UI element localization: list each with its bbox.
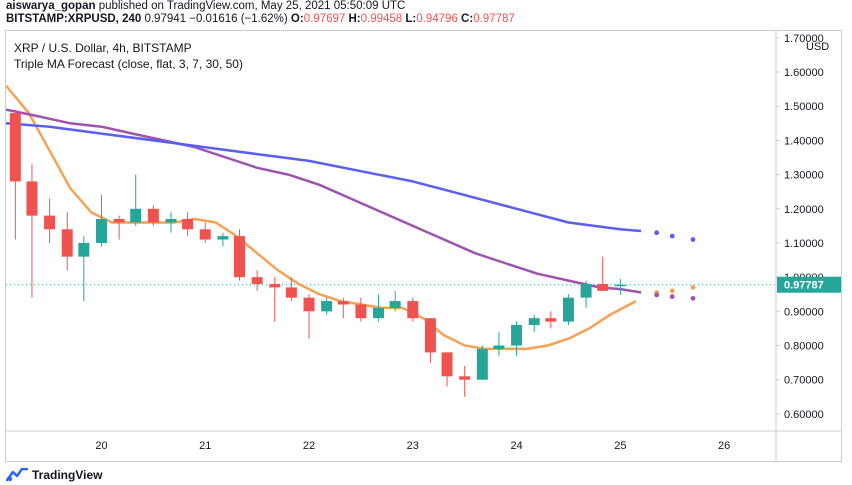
open-label: O: bbox=[290, 13, 304, 25]
candle-body bbox=[337, 301, 349, 305]
candle-body bbox=[424, 318, 436, 353]
candle-body bbox=[511, 325, 523, 346]
publish-line: aiswarya_gopan published on TradingView.… bbox=[6, 0, 405, 12]
x-tick-label: 24 bbox=[510, 440, 522, 452]
low-value: 0.94796 bbox=[416, 13, 458, 25]
candle-body bbox=[113, 219, 125, 223]
candle-body bbox=[476, 348, 488, 380]
candle-body bbox=[441, 352, 453, 377]
footer-brand[interactable]: TradingView bbox=[6, 466, 102, 484]
candle-body bbox=[217, 236, 229, 240]
x-tick-label: 23 bbox=[407, 440, 419, 452]
candle-body bbox=[233, 236, 245, 278]
candle-body bbox=[355, 304, 367, 319]
ma-forecast-point-2 bbox=[690, 295, 696, 301]
high-value: 0.99458 bbox=[360, 13, 403, 25]
y-tick-label: 1.30000 bbox=[784, 170, 824, 182]
y-tick-label: 0.90000 bbox=[784, 306, 824, 318]
candle-body bbox=[373, 307, 385, 319]
low-label: L: bbox=[405, 13, 417, 25]
footer-brand-text: TradingView bbox=[32, 468, 103, 482]
candle-body bbox=[562, 297, 574, 322]
candle-body bbox=[528, 318, 540, 326]
candle-body bbox=[61, 229, 73, 257]
ma-line-1 bbox=[6, 84, 637, 351]
x-tick-label: 26 bbox=[718, 440, 730, 452]
candle-body bbox=[459, 376, 471, 380]
x-tick-label: 21 bbox=[199, 440, 211, 452]
candle-body bbox=[321, 301, 333, 312]
ma-forecast-point-3 bbox=[654, 230, 660, 236]
price-change: −0.01616 (−1.62%) bbox=[189, 13, 288, 25]
current-price-label: 0.97787 bbox=[784, 280, 824, 292]
y-tick-label: 0.80000 bbox=[784, 341, 824, 353]
close-label: C: bbox=[461, 13, 474, 25]
candle-body bbox=[407, 301, 419, 319]
candle-body bbox=[251, 277, 263, 284]
candle-body bbox=[95, 219, 107, 243]
candle-body bbox=[580, 283, 592, 298]
candle-body bbox=[303, 297, 315, 312]
candle-body bbox=[182, 219, 194, 230]
x-tick-label: 25 bbox=[614, 440, 626, 452]
y-tick-label: 0.60000 bbox=[784, 409, 824, 421]
candle-body bbox=[269, 283, 281, 288]
y-tick-label: 1.70000 bbox=[784, 33, 824, 45]
candle-body bbox=[78, 242, 90, 257]
candle-body bbox=[493, 345, 505, 349]
last-price: 0.97941 bbox=[144, 13, 187, 25]
current-price-badge bbox=[777, 276, 841, 293]
y-tick-label: 0.70000 bbox=[784, 375, 824, 387]
candle-body bbox=[545, 318, 557, 322]
ma-forecast-point-2 bbox=[669, 294, 675, 300]
candle-body bbox=[147, 208, 159, 223]
legend-title: XRP / U.S. Dollar, 4h, BITSTAMP bbox=[14, 41, 192, 55]
currency-label: USD bbox=[806, 41, 829, 53]
chart-legend: XRP / U.S. Dollar, 4h, BITSTAMP Triple M… bbox=[14, 40, 243, 72]
price-chart[interactable]: 1.70000 1.60000 1.50000 1.40000 1.30000 1.200… bbox=[6, 31, 841, 461]
candle-body bbox=[199, 229, 211, 240]
y-tick-label: 1.50000 bbox=[784, 101, 824, 113]
ma-line-3 bbox=[6, 122, 642, 233]
candle-body bbox=[614, 284, 626, 287]
x-tick-label: 20 bbox=[95, 440, 107, 452]
ma-forecast-point-3 bbox=[669, 233, 675, 239]
publish-header: aiswarya_gopan published on TradingView.… bbox=[0, 0, 852, 28]
x-tick-label: 22 bbox=[303, 440, 315, 452]
candle-body bbox=[26, 181, 38, 216]
candle-body bbox=[597, 283, 609, 291]
ma-forecast-point-1 bbox=[669, 288, 675, 294]
ma-forecast-point-3 bbox=[690, 237, 696, 242]
author-name[interactable]: aiswarya_gopan bbox=[6, 0, 96, 12]
published-text: published on TradingView.com, May 25, 20… bbox=[98, 0, 406, 12]
tradingview-logo-icon bbox=[6, 468, 28, 482]
y-tick-label: 1.10000 bbox=[784, 238, 824, 250]
candle-body bbox=[389, 301, 401, 308]
symbol-ohlc-line: BITSTAMP:XRPUSD, 240 0.97941 −0.01616 (−… bbox=[6, 13, 515, 25]
candle-body bbox=[130, 208, 142, 223]
close-value: 0.97787 bbox=[473, 13, 515, 25]
candle-body bbox=[44, 215, 56, 230]
y-tick-label: 1.40000 bbox=[784, 135, 824, 147]
high-label: H: bbox=[348, 13, 361, 25]
chart-frame[interactable]: 1.70000 1.60000 1.50000 1.40000 1.30000 1.200… bbox=[5, 30, 842, 462]
candle-body bbox=[285, 287, 297, 298]
y-tick-label: 1.20000 bbox=[784, 204, 824, 216]
ma-forecast-point-2 bbox=[654, 292, 660, 298]
candle-body bbox=[165, 219, 177, 223]
open-value: 0.97697 bbox=[303, 13, 346, 25]
ma-line-2 bbox=[6, 108, 642, 294]
legend-indicator[interactable]: Triple MA Forecast (close, flat, 3, 7, 3… bbox=[14, 57, 243, 71]
y-tick-label: 1.60000 bbox=[784, 67, 824, 79]
ma-forecast-point-1 bbox=[690, 285, 696, 290]
candle-body bbox=[9, 113, 21, 182]
symbol-info: BITSTAMP:XRPUSD, 240 bbox=[6, 13, 142, 25]
